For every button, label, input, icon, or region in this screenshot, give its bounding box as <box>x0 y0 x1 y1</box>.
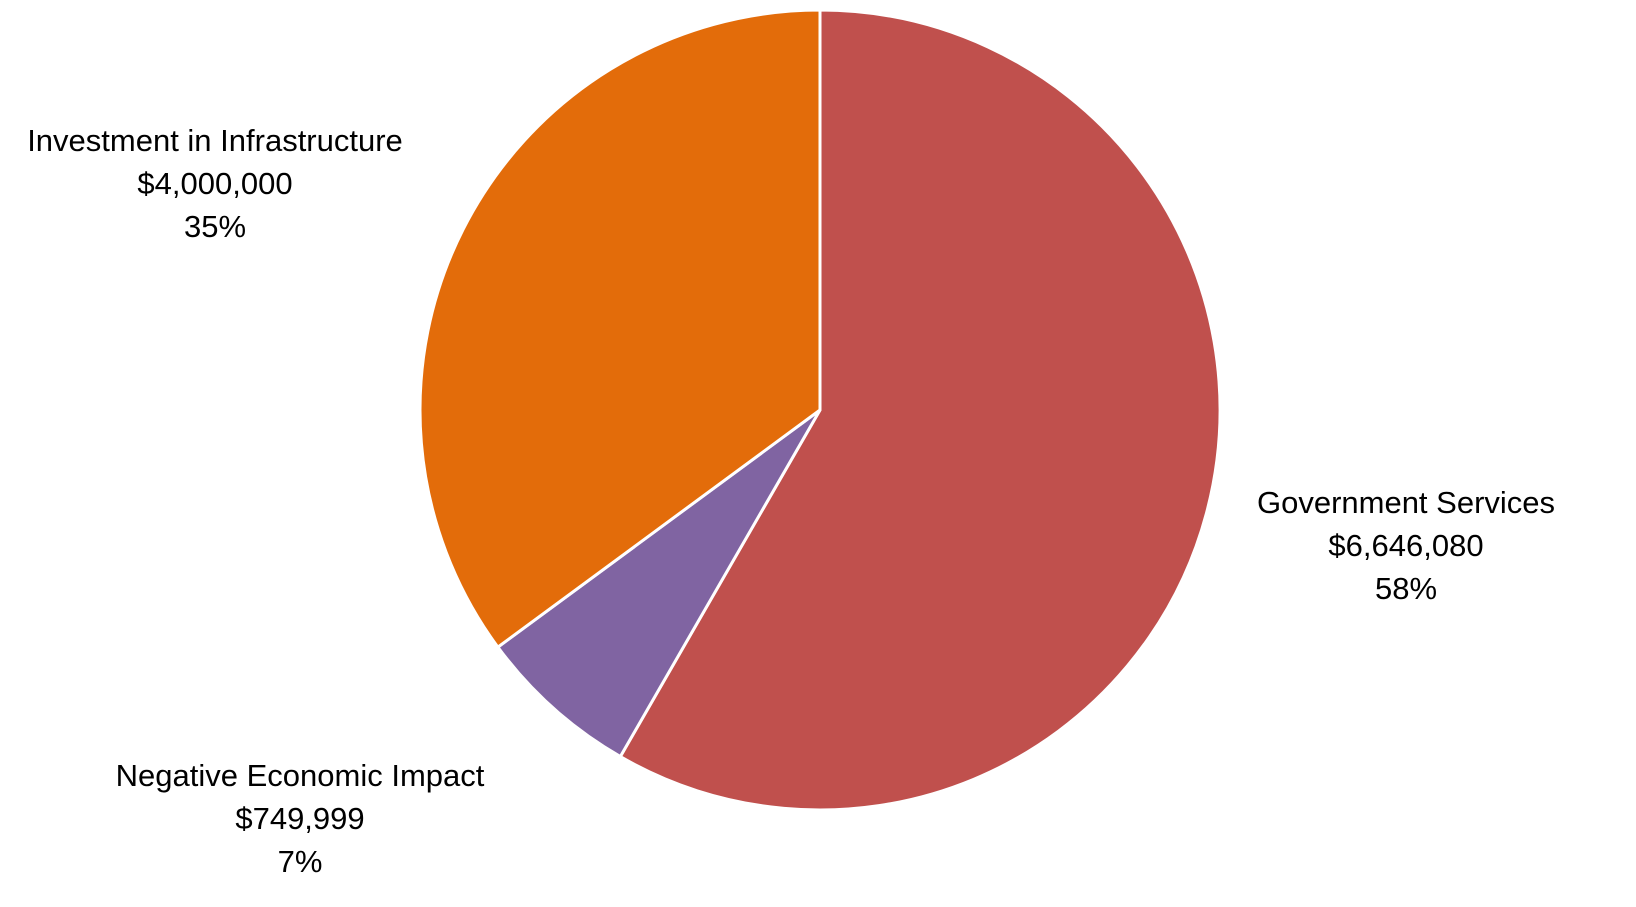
data-label-negative-economic-impact-percent: 7% <box>278 844 323 879</box>
data-label-negative-economic-impact-value: $749,999 <box>235 801 364 836</box>
data-label-investment-in-infrastructure-name: Investment in Infrastructure <box>27 123 403 158</box>
pie-slice-investment-in-infrastructure <box>418 8 822 649</box>
data-label-investment-in-infrastructure-percent: 35% <box>184 209 246 244</box>
data-label-government-services-value: $6,646,080 <box>1328 528 1483 563</box>
pie-slices <box>418 8 1222 812</box>
data-label-government-services-percent: 58% <box>1375 571 1437 606</box>
data-label-investment-in-infrastructure-value: $4,000,000 <box>137 166 292 201</box>
pie-slice-negative-economic-impact <box>496 408 822 759</box>
pie-labels: Government Services $6,646,080 58% Negative… <box>27 123 1555 879</box>
data-label-government-services-name: Government Services <box>1257 485 1555 520</box>
data-label-negative-economic-impact-name: Negative Economic Impact <box>116 758 485 793</box>
pie-slice-government-services <box>618 8 1222 812</box>
